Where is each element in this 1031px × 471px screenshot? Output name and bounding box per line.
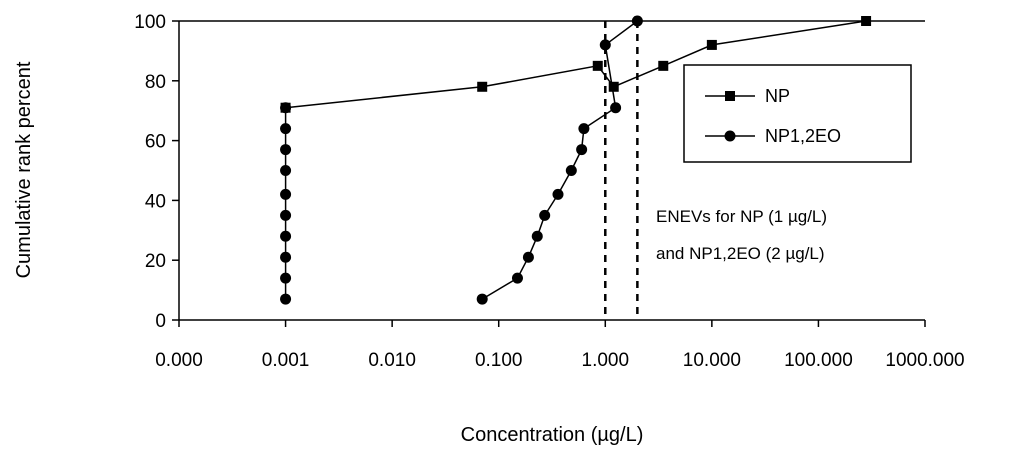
y-tick-label: 0 [155, 311, 166, 332]
legend: NP NP1,2EO [683, 64, 912, 163]
data-point [552, 188, 564, 200]
data-point [476, 293, 488, 305]
series-line [481, 20, 638, 300]
reference-lines [604, 21, 639, 320]
data-point [280, 272, 292, 284]
data-point [280, 230, 292, 242]
y-tick-label: 100 [134, 12, 166, 33]
y-axis-ticks: 0 20 40 60 80 100 [134, 12, 179, 332]
legend-entries: NP NP1,2EO [705, 86, 841, 146]
data-point [280, 251, 292, 263]
data-point [539, 209, 551, 221]
data-point [511, 272, 523, 284]
annotation: ENEVs for NP (1 µg/L) and NP1,2EO (2 µg/… [656, 207, 827, 263]
x-tick-label: 0.010 [368, 350, 416, 371]
x-axis-title: Concentration (µg/L) [461, 424, 644, 446]
data-point [280, 102, 292, 114]
plot-area: 0 20 40 60 80 100 0.000 0.001 0.010 0.100 1.000 10… [134, 12, 964, 371]
x-tick-label: 1.000 [582, 350, 630, 371]
x-tick-label: 100.000 [784, 350, 853, 371]
data-point [280, 123, 292, 135]
data-point [610, 102, 622, 114]
data-point [280, 188, 292, 200]
data-point [578, 123, 590, 135]
y-tick-label: 60 [145, 132, 166, 153]
y-tick-label: 80 [145, 72, 166, 93]
data-point [631, 15, 643, 27]
data-point [592, 60, 603, 71]
series-layer [280, 15, 872, 305]
y-tick-label: 20 [145, 251, 166, 272]
x-tick-label: 0.100 [475, 350, 523, 371]
data-point [280, 209, 292, 221]
x-axis-ticks: 0.000 0.001 0.010 0.100 1.000 10.000 100.000 10… [155, 320, 965, 371]
x-tick-label: 0.000 [155, 350, 203, 371]
data-point [658, 60, 669, 71]
annotation-line-1: ENEVs for NP (1 µg/L) [656, 207, 827, 226]
data-point [565, 165, 577, 176]
x-tick-label: 1000.000 [885, 350, 964, 371]
x-tick-label: 0.001 [262, 350, 310, 371]
data-point [477, 81, 488, 92]
y-tick-label: 40 [145, 191, 166, 212]
data-point [576, 144, 588, 156]
data-point [608, 81, 619, 92]
data-point [706, 39, 717, 50]
data-point [531, 230, 543, 242]
data-point [599, 39, 611, 51]
annotation-line-2: and NP1,2EO (2 µg/L) [656, 244, 825, 263]
data-point [861, 16, 872, 26]
legend-label: NP1,2EO [765, 126, 841, 146]
legend-marker [724, 130, 736, 142]
x-tick-label: 10.000 [683, 350, 741, 371]
data-point [522, 251, 534, 263]
data-point [280, 144, 292, 156]
legend-box [683, 64, 912, 163]
legend-label: NP [765, 86, 790, 106]
data-point [280, 293, 292, 305]
data-point [280, 165, 292, 176]
y-axis-title: Cumulative rank percent [13, 61, 35, 278]
legend-marker [725, 91, 735, 101]
